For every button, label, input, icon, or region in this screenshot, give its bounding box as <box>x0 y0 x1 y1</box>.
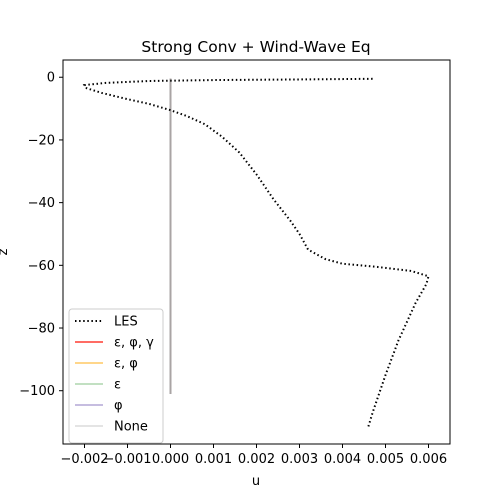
chart-title: Strong Conv + Wind-Wave Eq <box>141 38 370 56</box>
x-tick-label: 0.003 <box>281 452 318 467</box>
legend-label: ε, φ, γ <box>114 336 154 351</box>
y-tick-label: −60 <box>28 259 55 274</box>
x-tick-label: 0.000 <box>152 452 189 467</box>
x-tick-label: −0.001 <box>103 452 151 467</box>
legend-label: φ <box>114 399 123 414</box>
y-axis-label: z <box>0 248 11 255</box>
y-tick-label: −80 <box>28 322 55 337</box>
legend-label: None <box>114 420 148 435</box>
legend-label: ε <box>114 378 121 393</box>
legend: LES ε, φ, γ ε, φ εφ None <box>68 308 164 444</box>
y-tick-label: 0 <box>47 71 55 86</box>
plot-area <box>82 77 430 428</box>
x-tick-label: 0.006 <box>410 452 447 467</box>
y-tick-label: −20 <box>28 133 55 148</box>
x-tick-label: 0.001 <box>195 452 232 467</box>
x-axis: −0.002−0.001 0.000 0.001 0.002 0.003 0.004 0.0… <box>60 444 447 467</box>
x-tick-label: −0.002 <box>60 452 108 467</box>
y-tick-label: −40 <box>28 196 55 211</box>
x-tick-label: 0.005 <box>367 452 404 467</box>
y-axis: 0 −20 −40 −60 −80 −100 <box>19 71 63 399</box>
legend-label: LES <box>114 315 138 330</box>
legend-label: ε, φ <box>114 357 138 372</box>
x-tick-label: 0.004 <box>324 452 361 467</box>
y-tick-label: −100 <box>19 384 55 399</box>
series-line-les <box>82 77 430 428</box>
x-tick-label: 0.002 <box>238 452 275 467</box>
x-axis-label: u <box>252 474 260 489</box>
